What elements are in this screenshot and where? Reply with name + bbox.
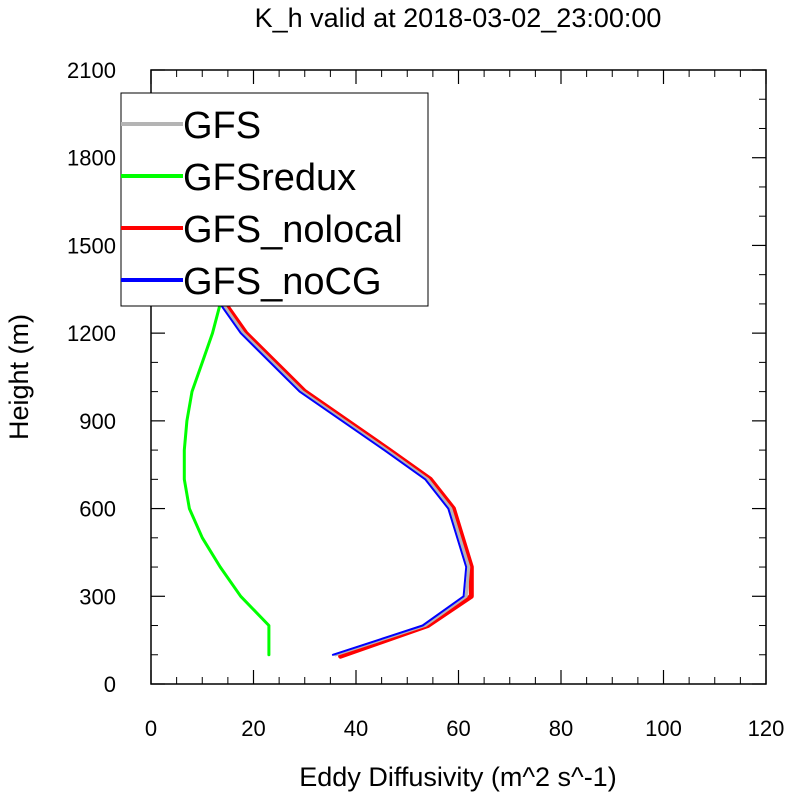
x-tick-label: 0 (145, 716, 157, 741)
y-tick-label: 0 (104, 672, 116, 697)
y-tick-label: 1500 (67, 233, 116, 258)
x-axis-label: Eddy Diffusivity (m^2 s^-1) (299, 762, 616, 792)
chart-title: K_h valid at 2018-03-02_23:00:00 (255, 3, 662, 33)
legend-label: GFS_nolocal (183, 209, 403, 251)
y-tick-label: 1200 (67, 321, 116, 346)
y-tick-label: 300 (79, 584, 116, 609)
legend-box (120, 92, 429, 307)
y-tick-label: 600 (79, 497, 116, 522)
x-tick-label: 120 (748, 716, 785, 741)
legend: GFS GFSredux GFS_nolocal GFS_noCG (120, 92, 429, 307)
x-tick-label: 100 (645, 716, 682, 741)
x-tick-label: 80 (549, 716, 573, 741)
x-tick-label: 40 (344, 716, 368, 741)
legend-label: GFSredux (183, 157, 356, 199)
x-tick-label: 20 (241, 716, 265, 741)
x-tick-label: 60 (446, 716, 470, 741)
legend-label: GFS (183, 105, 261, 147)
y-tick-label: 1800 (67, 146, 116, 171)
y-tick-label: 2100 (67, 58, 116, 83)
y-axis-label: Height (m) (4, 314, 34, 440)
y-tick-label: 900 (79, 409, 116, 434)
legend-label: GFS_noCG (183, 261, 382, 303)
